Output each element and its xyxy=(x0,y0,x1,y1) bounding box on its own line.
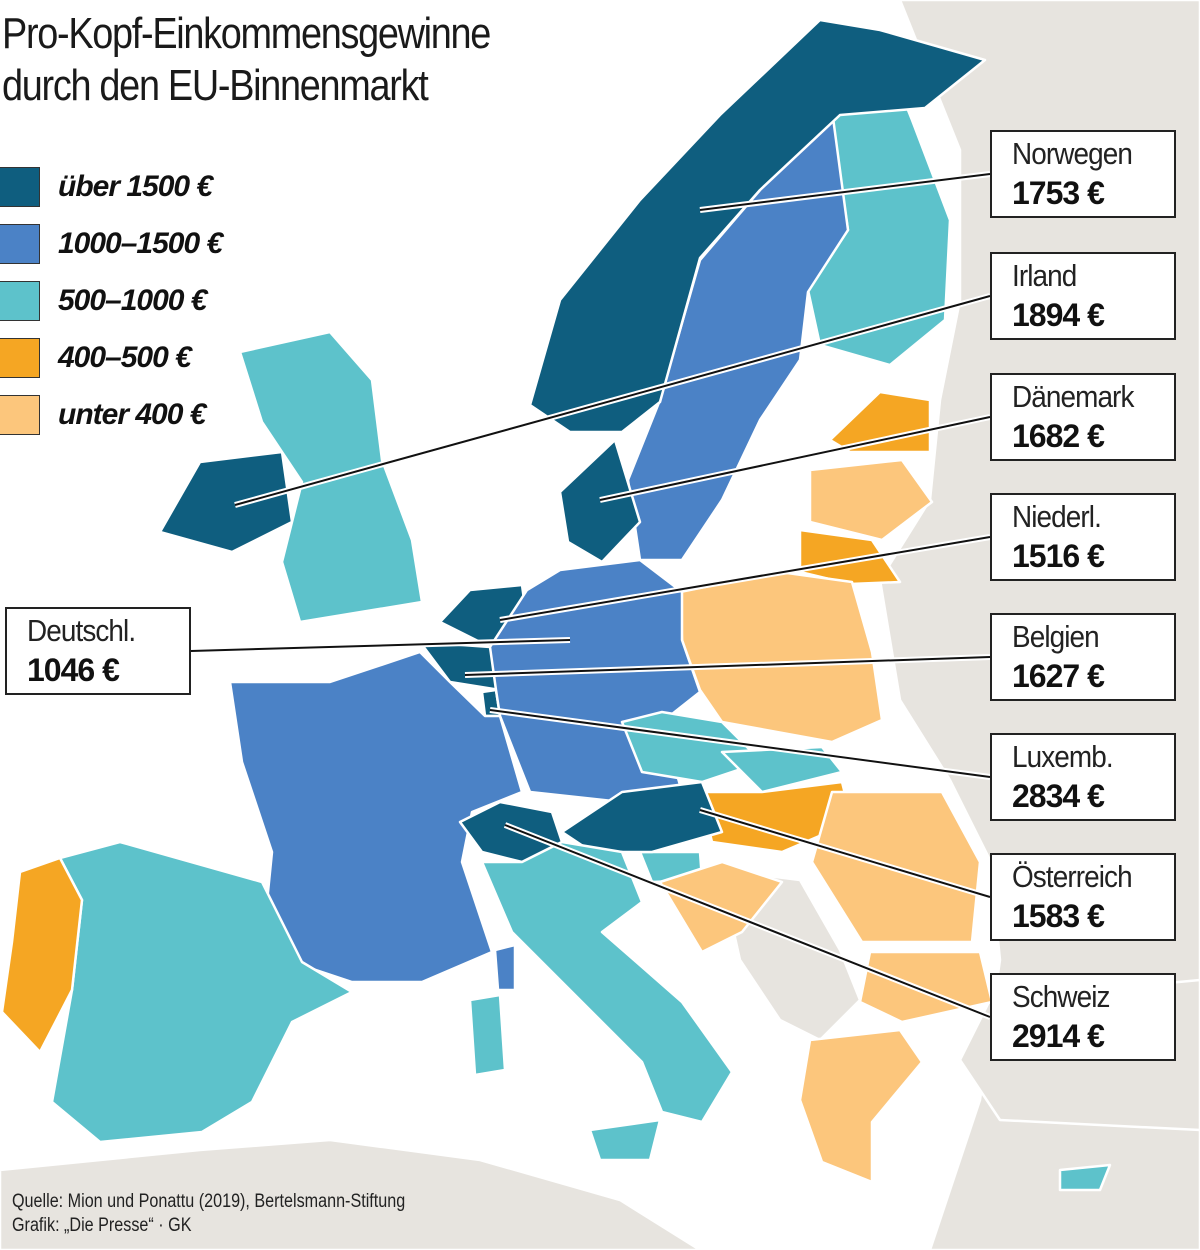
leader-line xyxy=(464,656,991,676)
callout-value: 1894 € xyxy=(1012,297,1105,333)
country-cyprus xyxy=(1058,1163,1112,1192)
leader-line xyxy=(489,709,991,778)
title-line-1: Pro-Kopf-Einkommensgewinne xyxy=(2,9,491,58)
country-north-africa xyxy=(0,1138,702,1250)
callout-deutschl: Deutschl. 1046 € xyxy=(5,607,191,695)
callout-value: 1627 € xyxy=(1012,658,1105,694)
legend-swatch xyxy=(0,394,40,435)
source-line: Quelle: Mion und Ponattu (2019), Bertels… xyxy=(12,1191,406,1212)
legend: über 1500 € 1000–1500 € 500–1000 € 400–5… xyxy=(0,158,223,443)
callout-value: 1583 € xyxy=(1012,898,1105,934)
country-poland xyxy=(678,570,884,744)
legend-swatch xyxy=(0,166,40,207)
leader-line xyxy=(190,639,571,652)
source-note: Quelle: Mion und Ponattu (2019), Bertels… xyxy=(12,1190,405,1238)
legend-label: 500–1000 € xyxy=(58,283,207,317)
country-denmark xyxy=(558,438,642,564)
legend-item: 400–500 € xyxy=(0,329,222,386)
callout-value: 1516 € xyxy=(1012,538,1105,574)
country-ireland xyxy=(158,450,294,554)
leader-line xyxy=(499,536,991,621)
callout-dänemark: Dänemark 1682 € xyxy=(990,373,1176,461)
country-italy xyxy=(480,840,734,1124)
callout-niederl: Niederl. 1516 € xyxy=(990,493,1176,581)
callout-country: Irland xyxy=(1012,258,1077,293)
callout-österreich: Österreich 1583 € xyxy=(990,853,1176,941)
callout-country: Schweiz xyxy=(1012,979,1110,1014)
callout-value: 2834 € xyxy=(1012,778,1105,814)
callout-country: Norwegen xyxy=(1012,136,1133,171)
callout-belgien: Belgien 1627 € xyxy=(990,613,1176,701)
leader-line xyxy=(599,416,991,501)
callout-country: Dänemark xyxy=(1012,379,1134,414)
callout-luxemb: Luxemb. 2834 € xyxy=(990,733,1176,821)
callout-country: Luxemb. xyxy=(1012,739,1114,774)
country-croatia xyxy=(658,860,784,954)
legend-label: 400–500 € xyxy=(58,340,192,374)
legend-swatch xyxy=(0,337,40,378)
leader-line xyxy=(699,809,991,898)
country-norway xyxy=(528,18,987,434)
country-portugal xyxy=(0,856,84,1054)
leader-line xyxy=(699,173,991,211)
country-greece xyxy=(798,1028,924,1184)
country-sicily xyxy=(588,1118,662,1162)
country-corsica xyxy=(493,943,517,992)
callout-country: Belgien xyxy=(1012,619,1100,654)
legend-item: über 1500 € xyxy=(0,158,222,215)
callout-value: 1046 € xyxy=(27,652,120,688)
callout-value: 1753 € xyxy=(1012,175,1105,211)
callout-schweiz: Schweiz 2914 € xyxy=(990,973,1176,1061)
map-title: Pro-Kopf-Einkommensgewinne durch den EU-… xyxy=(2,8,491,112)
legend-item: 1000–1500 € xyxy=(0,215,223,272)
callout-value: 1682 € xyxy=(1012,418,1105,454)
callout-irland: Irland 1894 € xyxy=(990,252,1176,340)
title-line-2: durch den EU-Binnenmarkt xyxy=(2,61,429,110)
legend-swatch xyxy=(0,280,40,321)
legend-item: 500–1000 € xyxy=(0,272,222,329)
leader-line xyxy=(234,295,991,506)
country-latvia xyxy=(808,458,934,542)
country-sardinia xyxy=(468,993,507,1077)
callout-value: 2914 € xyxy=(1012,1018,1105,1054)
callout-norwegen: Norwegen 1753 € xyxy=(990,130,1176,218)
credit-line: Grafik: „Die Presse“ · GK xyxy=(12,1215,192,1236)
legend-item: unter 400 € xyxy=(0,386,222,443)
legend-label: 1000–1500 € xyxy=(58,226,223,260)
callout-country: Österreich xyxy=(1012,859,1133,894)
country-lithuania xyxy=(798,528,902,586)
legend-label: unter 400 € xyxy=(58,397,206,431)
callout-country: Niederl. xyxy=(1012,499,1102,534)
leader-line xyxy=(504,824,991,1018)
legend-swatch xyxy=(0,223,40,264)
callout-country: Deutschl. xyxy=(27,613,136,648)
legend-label: über 1500 € xyxy=(58,169,213,203)
